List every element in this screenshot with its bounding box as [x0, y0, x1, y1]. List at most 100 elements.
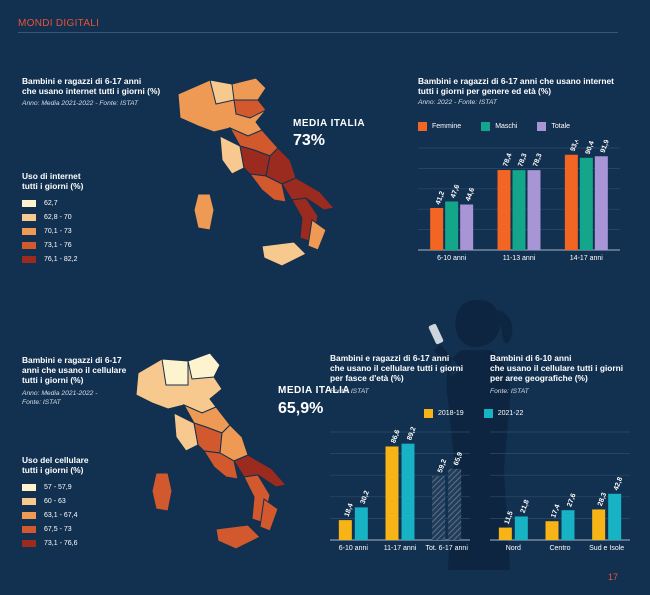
age-legend-label: 2021-22	[497, 410, 524, 417]
cell-legend-item: 73,1 - 76,6	[22, 536, 77, 550]
bar	[460, 204, 474, 250]
cell-map-title-line: anni che usano il cellulare	[22, 365, 127, 375]
gender-bar-chart: 41,2 47,6 44,6 6-10 anni 78,4 78,3 78,3 11-13 a…	[418, 140, 620, 262]
area-bar-chart: 11,5 21,8 Nord 17,4 27,6 Centro 28,3 42,8 Sud e …	[490, 431, 630, 552]
bar	[545, 521, 559, 540]
bar-value-label: 11,5	[504, 510, 515, 525]
cell-legend-item: 60 - 63	[22, 494, 77, 508]
italy-internet-map	[177, 77, 335, 267]
age-legend-item: 2018-19	[424, 409, 464, 418]
bar-value-label: 30,2	[360, 490, 371, 505]
internet-legend-item: 73,1 - 76	[22, 238, 77, 252]
category-label: 11-17 anni	[384, 545, 417, 552]
gender-legend-swatch	[537, 122, 547, 131]
area-chart-title-line: che usano il cellulare tutti i giorni	[490, 363, 624, 373]
cell-legend-swatch	[22, 497, 36, 505]
age-chart-legend: 2018-19 2021-22	[424, 409, 543, 418]
bar-value-label: 59,2	[437, 458, 448, 473]
gender-legend-swatch	[418, 122, 427, 131]
internet-legend-title-line: Uso di internet	[22, 171, 81, 181]
internet-legend-label: 70,1 - 73	[44, 227, 72, 235]
cell-legend: 57 - 57,9 60 - 63 63,1 - 67,4 67,5 - 73 73,1…	[22, 480, 77, 550]
cell-legend-item: 57 - 57,9	[22, 480, 77, 494]
category-label: Centro	[549, 545, 570, 552]
bar	[512, 170, 526, 250]
cell-map-title: Bambini e ragazzi di 6-17 anni che usano…	[22, 355, 152, 385]
bar-value-label: 65,9	[453, 451, 464, 466]
gender-legend-item: Totale	[537, 122, 570, 131]
bar	[448, 468, 462, 540]
section-title: MONDI DIGITALI	[18, 18, 100, 29]
category-label: 11-13 anni	[503, 255, 536, 262]
area-chart-title: Bambini di 6-10 anni che usano il cellul…	[490, 353, 640, 383]
category-label: 6-10 anni	[339, 545, 369, 552]
gender-legend-label: Femmine	[432, 123, 462, 130]
cell-legend-label: 73,1 - 76,6	[44, 539, 78, 547]
gender-legend-label: Maschi	[495, 123, 518, 130]
bar	[594, 156, 608, 250]
gender-legend-item: Maschi	[481, 122, 517, 131]
internet-legend-label: 76,1 - 82,2	[44, 255, 78, 263]
internet-legend-swatch	[22, 241, 36, 249]
cell-legend-swatch	[22, 525, 36, 533]
internet-legend-swatch	[22, 213, 36, 221]
internet-legend-item: 62,7	[22, 196, 77, 210]
category-label: Nord	[506, 545, 521, 552]
internet-map-title-line: Bambini e ragazzi di 6-17 anni	[22, 76, 142, 86]
internet-map-title: Bambini e ragazzi di 6-17 anni che usano…	[22, 76, 222, 96]
internet-legend-title-line: tutti i giorni (%)	[22, 181, 84, 191]
bar-value-label: 18,4	[344, 503, 355, 518]
age-chart-title-line: per fasce d'età (%)	[330, 373, 404, 383]
bar	[432, 476, 446, 540]
cell-legend-label: 57 - 57,9	[44, 483, 72, 491]
gender-legend-label: Totale	[551, 123, 571, 130]
cell-map-title-line: tutti i giorni (%)	[22, 375, 84, 385]
internet-legend-item: 70,1 - 73	[22, 224, 77, 238]
bar-value-label: 78,4	[502, 152, 513, 167]
cell-legend-swatch	[22, 511, 36, 519]
bar-value-label: 91,9	[600, 140, 611, 154]
age-bar-chart: 18,4 30,2 6-10 anni 86,6 89,2 11-17 anni 59,2 6…	[330, 426, 470, 552]
internet-legend-label: 73,1 - 76	[44, 241, 72, 249]
internet-media-value: 73%	[293, 132, 326, 149]
bar-value-label: 78,3	[517, 153, 528, 168]
internet-legend-item: 76,1 - 82,2	[22, 252, 77, 266]
bar	[338, 520, 352, 540]
cell-legend-title-line: tutti i giorni (%)	[22, 465, 84, 475]
bar-value-label: 21,8	[520, 499, 531, 514]
internet-legend-title: Uso di internet tutti i giorni (%)	[22, 171, 83, 191]
bar	[430, 207, 444, 250]
age-legend-label: 2018-19	[438, 410, 464, 417]
bar	[561, 510, 575, 540]
category-label: 14-17 anni	[570, 255, 604, 262]
internet-map-source: Anno: Media 2021-2022 - Fonte: ISTAT	[22, 100, 139, 107]
internet-media-label: MEDIA ITALIA	[293, 118, 366, 129]
bar	[445, 201, 459, 250]
internet-legend-label: 62,8 - 70	[44, 213, 72, 221]
cell-legend-item: 63,1 - 67,4	[22, 508, 77, 522]
bar-value-label: 42,8	[613, 476, 624, 491]
cell-legend-item: 67,5 - 73	[22, 522, 77, 536]
cell-legend-title: Uso del cellulare tutti i giorni (%)	[22, 455, 89, 475]
category-label: Tot. 6-17 anni	[425, 545, 468, 552]
bar	[354, 507, 368, 540]
bar	[498, 527, 512, 540]
bar-value-label: 86,6	[390, 429, 401, 444]
bar-value-label: 47,6	[450, 184, 461, 199]
age-legend-item: 2021-22	[483, 409, 524, 418]
bar-value-label: 90,4	[585, 140, 596, 155]
bar-value-label: 17,4	[550, 504, 561, 519]
cell-legend-title-line: Uso del cellulare	[22, 455, 89, 465]
internet-legend: 62,7 62,8 - 70 70,1 - 73 73,1 - 76 76,1 - 82…	[22, 196, 77, 266]
cell-map-source-line: Fonte: ISTAT	[22, 399, 61, 406]
cell-map-title-line: Bambini e ragazzi di 6-17	[22, 355, 122, 365]
gender-chart-title-line: tutti i giorni per genere ed età (%)	[418, 86, 552, 96]
bar	[385, 446, 399, 540]
cell-media-label: MEDIA ITALIA	[278, 385, 351, 396]
bar	[514, 516, 528, 540]
age-chart-title-line: Bambini e ragazzi di 6-17 anni	[330, 353, 450, 363]
cell-media-value: 65,9%	[278, 400, 324, 417]
cell-legend-label: 67,5 - 73	[44, 525, 72, 533]
bar	[579, 157, 593, 250]
bar	[497, 170, 511, 250]
